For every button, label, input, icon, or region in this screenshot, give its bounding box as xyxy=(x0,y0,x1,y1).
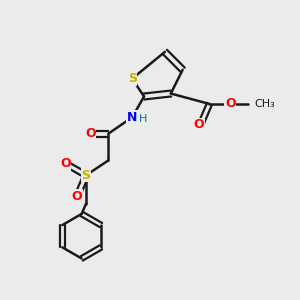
Text: O: O xyxy=(60,157,70,170)
Text: CH₃: CH₃ xyxy=(254,99,275,109)
Text: S: S xyxy=(82,169,91,182)
Text: O: O xyxy=(194,118,204,131)
Text: H: H xyxy=(138,114,147,124)
Text: S: S xyxy=(128,72,137,85)
Text: O: O xyxy=(72,190,83,202)
Text: O: O xyxy=(85,127,96,140)
Text: N: N xyxy=(127,111,137,124)
Text: O: O xyxy=(225,98,236,110)
